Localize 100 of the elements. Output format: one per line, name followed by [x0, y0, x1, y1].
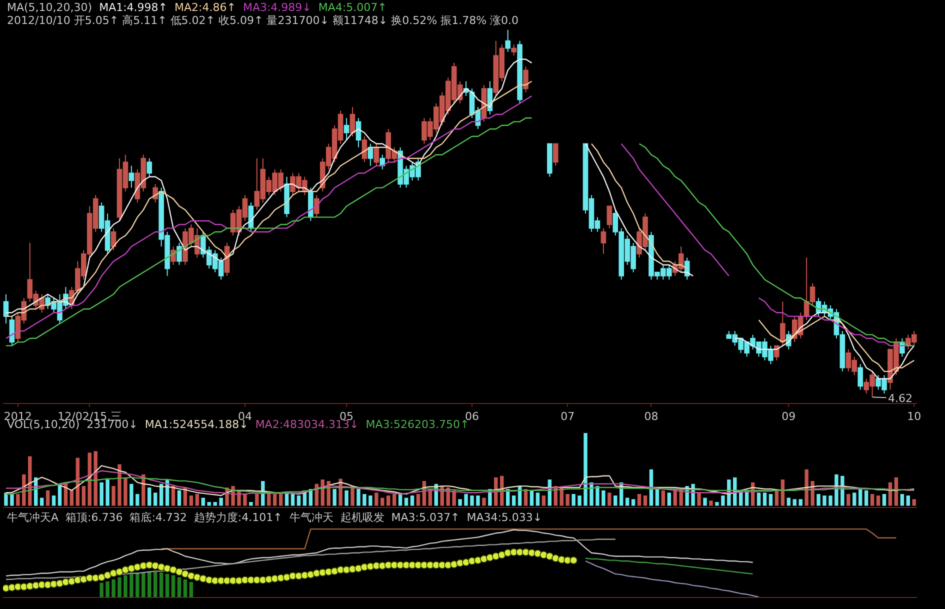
- candlestick: [606, 206, 612, 229]
- bar: [858, 488, 862, 506]
- bar: [667, 492, 672, 506]
- bar: [392, 494, 396, 506]
- text: MA1:4.998↑: [99, 1, 168, 14]
- bar: [159, 572, 164, 597]
- bar: [578, 496, 582, 506]
- bar: [386, 496, 390, 506]
- bar: [661, 490, 666, 506]
- bar: [614, 496, 618, 506]
- bar: [798, 499, 802, 506]
- bar: [643, 496, 648, 506]
- bar: [852, 492, 856, 506]
- candlestick: [780, 301, 786, 346]
- candlestick: [170, 246, 176, 266]
- bar: [207, 502, 211, 506]
- candlestick: [284, 176, 290, 218]
- bar: [398, 494, 402, 506]
- bar: [82, 486, 86, 506]
- bar: [124, 477, 128, 506]
- bar: [189, 496, 194, 506]
- bar: [350, 486, 354, 506]
- bar: [106, 480, 110, 506]
- bar: [768, 494, 773, 506]
- bar: [697, 492, 701, 506]
- bar: [52, 496, 56, 506]
- bar: [458, 499, 462, 506]
- candlestick: [308, 187, 314, 222]
- bar: [136, 572, 140, 597]
- bar: [530, 490, 534, 506]
- candlestick: [152, 184, 158, 203]
- bar: [882, 494, 886, 506]
- bar: [715, 502, 719, 506]
- bar: [846, 494, 850, 506]
- bar: [380, 498, 384, 506]
- x-tick-label: 10: [907, 410, 922, 424]
- bar: [608, 492, 612, 506]
- bar: [912, 499, 916, 506]
- bar: [100, 482, 104, 506]
- text: MA4:5.007↑: [318, 1, 387, 14]
- bar: [721, 496, 725, 506]
- candlestick: [368, 143, 374, 166]
- bar: [900, 494, 904, 506]
- bar: [296, 496, 301, 506]
- annotation: 4.62: [888, 392, 912, 405]
- text: 牛气冲天A 箱顶:6.736 箱底:4.732 趋势力度:4.101↑ 牛气冲天 起机吸发 MA3:5.037↑ MA34:5.033↓: [7, 511, 542, 524]
- bar: [136, 494, 140, 506]
- x-tick-label: 08: [644, 410, 658, 424]
- bar: [16, 494, 20, 506]
- bar: [112, 579, 116, 597]
- bar: [10, 494, 14, 506]
- bar: [356, 488, 360, 506]
- bar: [272, 494, 277, 506]
- candlestick: [511, 44, 516, 56]
- bar: [40, 498, 44, 506]
- bar: [255, 494, 259, 506]
- bar: [637, 494, 642, 506]
- bar: [368, 496, 372, 506]
- bar: [792, 499, 796, 506]
- bar: [410, 496, 414, 506]
- bar: [870, 494, 874, 506]
- bar: [148, 488, 152, 506]
- bar: [344, 490, 348, 506]
- bar: [709, 500, 713, 506]
- bar: [786, 498, 790, 506]
- bar: [876, 496, 880, 506]
- bar: [464, 494, 468, 506]
- bar: [816, 494, 820, 506]
- bar: [804, 469, 808, 506]
- text: MA2:4.86↑: [174, 1, 236, 14]
- bar: [596, 486, 600, 506]
- bar: [482, 498, 486, 506]
- bar: [774, 490, 779, 506]
- bar: [148, 571, 152, 597]
- candlestick: [374, 143, 380, 166]
- bar: [362, 494, 366, 506]
- bar: [756, 492, 761, 506]
- bar: [470, 496, 474, 506]
- bar: [4, 492, 8, 506]
- bar: [153, 572, 158, 597]
- x-tick-label: 09: [782, 410, 796, 424]
- candlestick: [128, 165, 134, 188]
- candlestick: [176, 242, 182, 266]
- chart-subtitle: 2012/10/10 开5.05↑ 高5.11↑ 低5.02↑ 收5.09↑ 量231700↓ 额11748↓ 换0.52% 振1.78% 涨0.0: [7, 14, 519, 27]
- candlestick: [362, 136, 368, 163]
- bar: [118, 464, 122, 506]
- candlestick: [146, 158, 152, 178]
- bar: [536, 492, 540, 506]
- candlestick: [314, 194, 320, 218]
- bar: [94, 451, 98, 506]
- candlestick: [547, 143, 552, 178]
- bar: [195, 494, 200, 506]
- candlestick: [3, 294, 9, 324]
- candlestick: [344, 118, 350, 141]
- candlestick: [356, 118, 362, 148]
- candlestick: [517, 40, 522, 104]
- x-tick-label: 07: [560, 410, 575, 424]
- bar: [590, 482, 594, 506]
- bar: [631, 499, 636, 506]
- bar: [703, 498, 707, 506]
